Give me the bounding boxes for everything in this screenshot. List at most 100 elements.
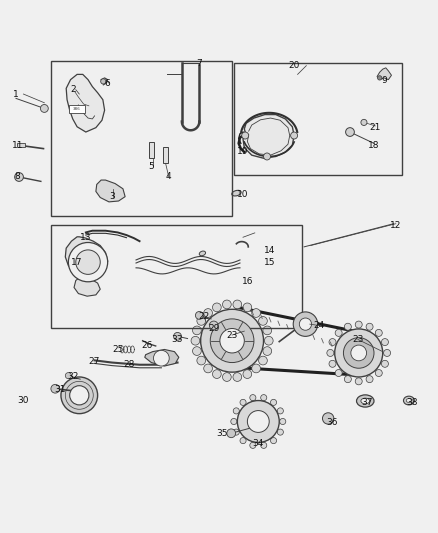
Text: 37: 37 [362,398,373,407]
Circle shape [271,438,276,443]
Circle shape [355,378,362,385]
Circle shape [212,303,221,312]
Text: 9: 9 [381,76,387,85]
Circle shape [61,377,98,414]
Circle shape [40,104,48,112]
Circle shape [231,418,237,425]
Text: 7: 7 [197,59,202,68]
Circle shape [355,321,362,328]
Circle shape [191,336,200,345]
Polygon shape [243,115,294,158]
Polygon shape [96,180,125,202]
Circle shape [344,376,351,383]
Text: 31: 31 [54,385,65,394]
Text: 12: 12 [390,221,402,230]
Circle shape [173,333,181,340]
Text: 22: 22 [198,312,209,321]
Text: 2: 2 [70,85,75,94]
Circle shape [209,321,218,330]
Circle shape [346,128,354,136]
Circle shape [193,326,201,335]
Text: 8: 8 [14,173,20,182]
Circle shape [378,76,382,80]
Text: 25: 25 [112,345,124,354]
Circle shape [76,250,100,274]
Circle shape [252,309,261,317]
Circle shape [322,413,334,424]
Circle shape [240,438,246,443]
Text: 19: 19 [237,147,249,156]
Text: 23: 23 [226,330,238,340]
Text: 32: 32 [67,372,78,381]
Circle shape [381,360,389,367]
Circle shape [212,370,221,378]
Circle shape [210,319,254,362]
Circle shape [261,394,267,401]
Circle shape [375,329,382,336]
Circle shape [329,360,336,367]
Circle shape [351,345,367,361]
Circle shape [240,399,246,406]
Circle shape [263,326,272,335]
Text: 27: 27 [88,357,99,366]
Circle shape [381,338,389,345]
Text: 34: 34 [253,439,264,448]
Text: 24: 24 [313,321,324,330]
Text: 13: 13 [80,233,92,242]
Text: 15: 15 [264,257,275,266]
Bar [163,147,168,163]
Circle shape [252,364,261,373]
Circle shape [220,328,244,353]
Ellipse shape [357,395,374,407]
Circle shape [335,329,342,336]
Circle shape [233,429,239,435]
Text: 36: 36 [326,418,337,427]
Circle shape [193,346,201,356]
Circle shape [290,132,297,139]
Circle shape [197,317,205,325]
Circle shape [101,79,106,84]
Text: 20: 20 [288,61,300,70]
Text: 17: 17 [71,257,83,266]
Polygon shape [377,68,392,79]
Circle shape [277,408,283,414]
Circle shape [263,346,272,356]
Ellipse shape [403,396,414,405]
Bar [51,61,232,216]
Text: 3: 3 [109,192,115,201]
Text: 16: 16 [242,277,253,286]
Text: 26: 26 [141,341,153,350]
Circle shape [280,418,286,425]
Ellipse shape [406,399,412,402]
Text: 14: 14 [264,246,275,255]
Circle shape [233,408,239,414]
Text: 4: 4 [166,173,172,182]
Circle shape [242,132,249,139]
Ellipse shape [232,190,241,196]
Circle shape [265,336,273,345]
Text: 1: 1 [13,90,19,99]
Text: 30: 30 [18,396,29,405]
Polygon shape [145,350,179,366]
Circle shape [223,300,231,309]
Circle shape [329,338,336,345]
Circle shape [258,356,267,365]
Circle shape [261,442,267,448]
Circle shape [277,429,283,435]
Text: 23: 23 [352,335,364,344]
Circle shape [250,394,256,401]
Circle shape [14,173,23,181]
Circle shape [204,364,212,373]
Bar [234,63,403,175]
Circle shape [258,317,267,325]
Circle shape [327,350,334,357]
Circle shape [247,410,269,432]
Circle shape [197,356,205,365]
Text: 10: 10 [237,190,249,199]
Circle shape [68,243,108,282]
Circle shape [343,338,374,368]
Text: 35: 35 [217,429,228,438]
Circle shape [233,300,242,309]
Bar [149,142,154,158]
Bar [17,143,25,147]
